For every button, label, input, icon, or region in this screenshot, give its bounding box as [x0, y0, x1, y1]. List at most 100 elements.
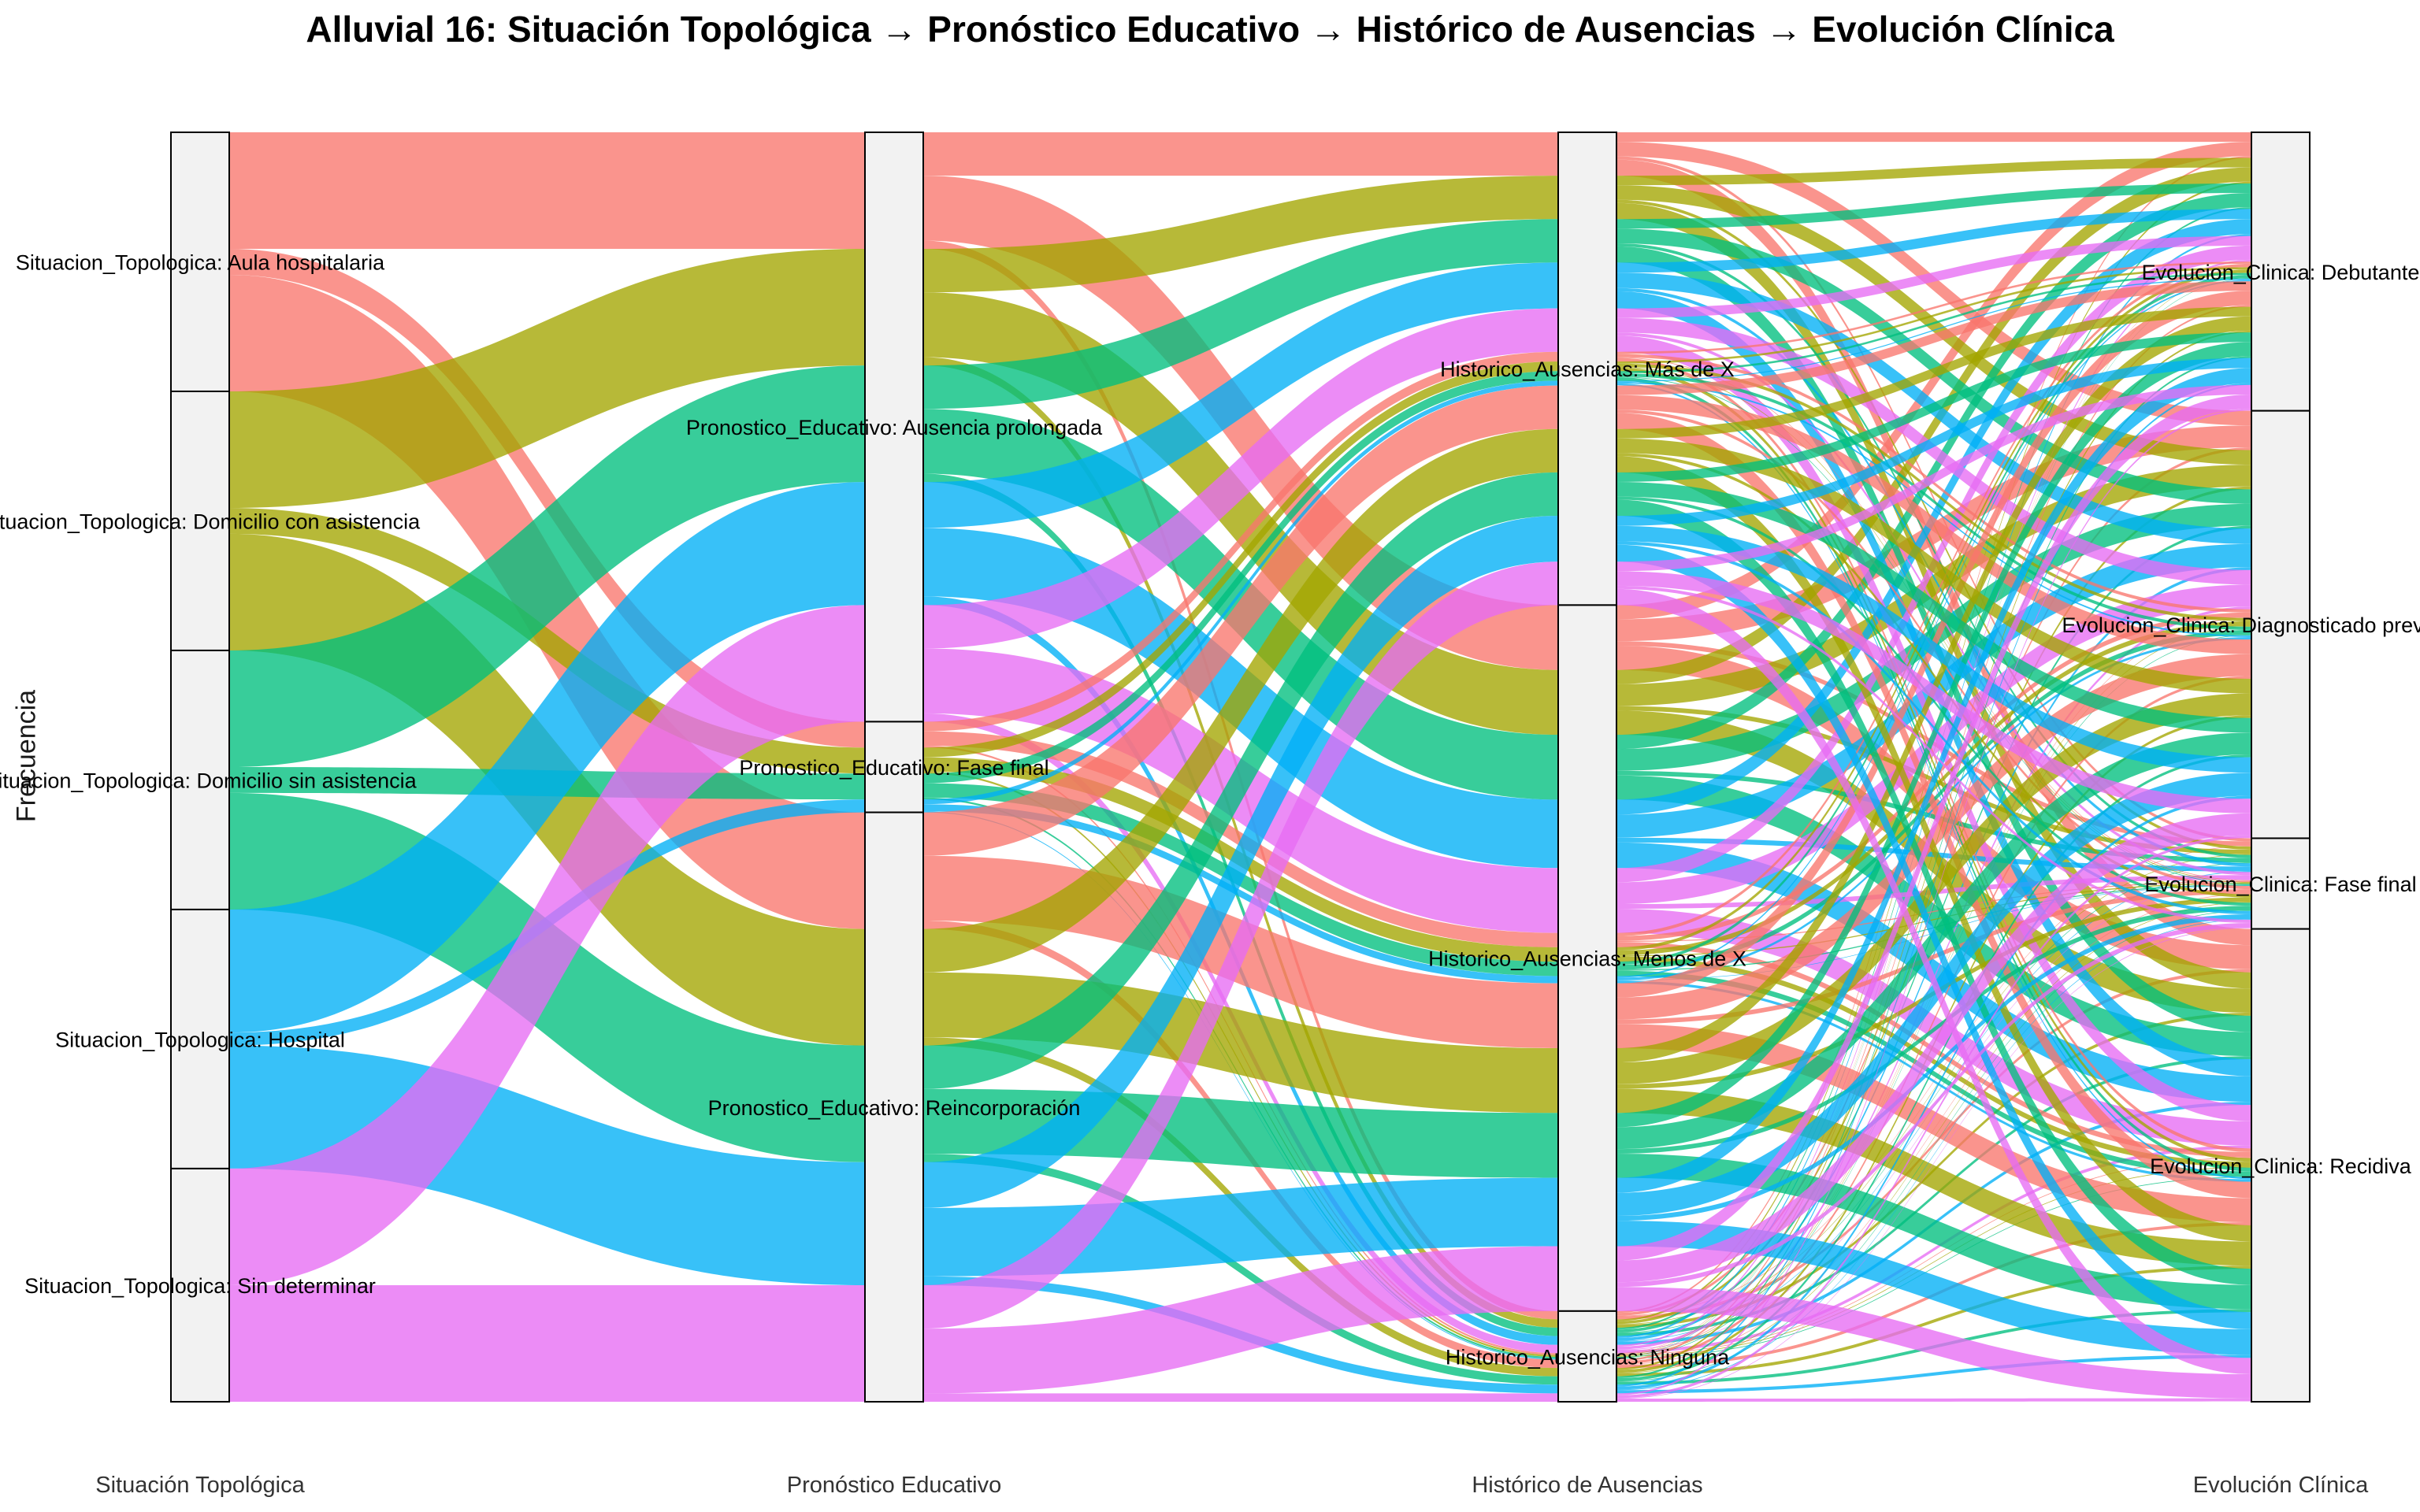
flow-sub-2-3: [1616, 267, 2251, 364]
stratum-box: [2251, 928, 2311, 1403]
flow-sub-2-3: [1616, 922, 2251, 1288]
stratum-label: Situacion_Topologica: Sin determinar: [24, 1274, 376, 1298]
flow-sub-2-3: [1616, 862, 2251, 1333]
flow-sub-2-3: [1616, 770, 2251, 863]
stratum-box: [170, 390, 230, 651]
flow-sub-2-3: [1616, 906, 2251, 1154]
stratum-label: Situacion_Topologica: Aula hospitalaria: [16, 250, 385, 274]
flow-sub-2-3: [1616, 969, 2251, 1320]
flow-sub-2-3: [1616, 676, 2251, 1365]
flow-sub-1-2: [923, 219, 1558, 410]
flow-sub-1-2: [923, 361, 1558, 758]
flow-sub-1-2: [923, 176, 1558, 670]
flow-sub-1-2: [923, 472, 1558, 1089]
flow-sub-2-3: [1616, 1024, 2251, 1223]
flow-sub-2-3: [1616, 1287, 2251, 1399]
flow-hospital-to-ausencia-prolongada: [229, 482, 865, 1033]
flow-sin-determinar-to-ausencia-prolongada: [229, 605, 865, 1285]
flow-sub-1-2: [923, 1393, 1558, 1402]
flow-sub-2-3: [1616, 775, 2251, 1057]
flow-sub-2-3: [1616, 425, 2251, 642]
flow-sub-2-3: [1616, 281, 2251, 395]
flow-sub-2-3: [1616, 621, 2251, 956]
flow-sub-2-3: [1616, 317, 2251, 585]
flow-sub-2-3: [1616, 710, 2251, 1013]
flow-sub-2-3: [1616, 914, 2251, 1221]
flow-sub-1-2: [923, 371, 1558, 784]
flow-sub-1-2: [923, 1246, 1558, 1394]
stratum-label: Pronostico_Educativo: Reincorporación: [708, 1096, 1081, 1120]
stratum-label: Historico_Ausencias: Menos de X: [1428, 947, 1746, 971]
flow-sub-2-3: [1616, 167, 2251, 684]
flow-sub-2-3: [1616, 496, 2251, 906]
flow-sub-2-3: [1616, 263, 2251, 936]
axis-label: Evolución Clínica: [2193, 1473, 2369, 1498]
flow-sub-2-3: [1616, 465, 2251, 706]
flow-sub-2-3: [1616, 159, 2251, 946]
flow-sub-2-3: [1616, 882, 2251, 957]
flow-sub-2-3: [1616, 970, 2251, 1177]
flow-sub-2-3: [1616, 1157, 2251, 1355]
flow-sub-1-2: [923, 804, 1558, 984]
flow-sub-2-3: [1616, 235, 2251, 318]
flow-sub-2-3: [1616, 956, 2251, 1167]
flow-sub-2-3: [1616, 356, 2251, 1379]
stratum-label: Historico_Ausencias: Más de X: [1440, 358, 1735, 381]
axis-label: Pronóstico Educativo: [787, 1473, 1001, 1498]
flow-sub-2-3: [1616, 243, 2251, 858]
flow-sub-2-3: [1616, 880, 2251, 943]
flow-domicilio-con-asistencia-to-ausencia-prolongada: [229, 249, 865, 509]
flow-sub-2-3: [1616, 372, 2251, 630]
flow-sub-2-3: [1616, 1221, 2251, 1355]
flow-sub-2-3: [1616, 132, 2251, 143]
axis-1-strata: [170, 132, 230, 1403]
flow-sub-2-3: [1616, 544, 2251, 1329]
axis-label: Histórico de Ausencias: [1472, 1473, 1702, 1498]
flow-sub-1-2: [923, 176, 1558, 293]
flow-sub-2-3: [1616, 409, 2251, 1395]
flow-sub-1-2: [923, 351, 1558, 732]
flow-sub-1-2: [923, 308, 1558, 649]
flow-sub-2-3: [1616, 381, 2251, 637]
flow-sub-2-3: [1616, 893, 2251, 1366]
flow-sub-1-2: [923, 811, 1558, 1360]
flow-sub-2-3: [1616, 275, 2251, 965]
axis-label: Situación Topológica: [95, 1473, 305, 1498]
flow-sub-2-3: [1616, 482, 2251, 733]
flow-sub-2-3: [1616, 889, 2251, 1025]
flow-aula-hospitalaria-to-fase-final: [229, 249, 865, 748]
flow-sub-1-2: [923, 797, 1558, 1359]
flow-sub-2-3: [1616, 272, 2251, 1356]
flow-sub-2-3: [1616, 884, 2251, 971]
flow-sub-2-3: [1616, 280, 2251, 978]
flow-sub-2-3: [1616, 1177, 2251, 1359]
flow-sub-2-3: [1616, 395, 2251, 654]
flow-sub-1-2: [923, 1154, 1558, 1385]
flow-sub-2-3: [1616, 383, 2251, 1387]
stratum-label: Historico_Ausencias: Ninguna: [1446, 1345, 1730, 1369]
flow-sub-2-3: [1616, 384, 2251, 572]
flow-sin-determinar-to-reincorporación: [229, 1284, 865, 1402]
flow-sub-2-3: [1616, 525, 2251, 773]
flow-sub-2-3: [1616, 835, 2251, 1399]
flow-sub-2-3: [1616, 158, 2251, 186]
flow-sub-1-2: [923, 262, 1558, 528]
stratum-label: Situacion_Topologica: Domicilio sin asis…: [0, 769, 418, 792]
flow-sub-2-3: [1616, 910, 2251, 1382]
stratum-label: Pronostico_Educativo: Fase final: [739, 756, 1049, 780]
flow-sub-2-3: [1616, 185, 2251, 465]
flow-sub-2-3: [1616, 228, 2251, 504]
flow-sub-2-3: [1616, 1145, 2251, 1354]
stratum-box: [170, 1167, 230, 1403]
flow-sub-2-3: [1616, 376, 2251, 885]
flow-sub-2-3: [1616, 193, 2251, 750]
flow-sub-2-3: [1616, 654, 2251, 1020]
flow-sub-2-3: [1616, 354, 2251, 613]
flow-sub-2-3: [1616, 773, 2251, 1216]
flow-hospital-to-reincorporación: [229, 1045, 865, 1285]
flow-sub-1-2: [923, 473, 1558, 1336]
flow-sub-2-3: [1616, 499, 2251, 1285]
stratum-box: [1557, 1310, 1617, 1403]
